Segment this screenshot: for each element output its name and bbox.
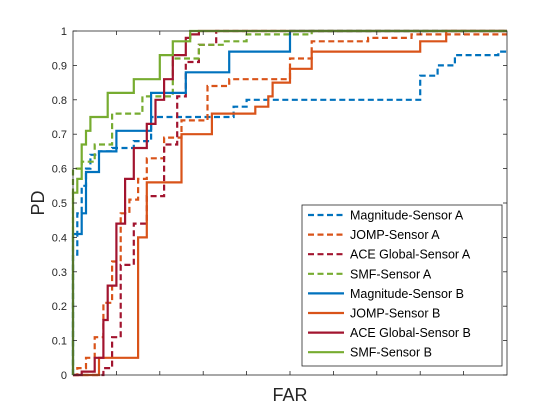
series-line-magnitude-sensor-b — [71, 29, 507, 375]
x-axis-title: FAR — [272, 385, 307, 405]
y-tick-label: 0.7 — [52, 129, 67, 141]
legend-box — [301, 204, 503, 367]
legend-label-magnitude-sensor-b: Magnitude-Sensor B — [350, 287, 464, 301]
series-line-magnitude-sensor-a — [71, 50, 507, 375]
series-line-ace-global-sensor-b — [73, 29, 507, 377]
series-line-jomp-sensor-a — [73, 33, 507, 377]
legend-label-smf-sensor-a: SMF-Sensor A — [350, 267, 432, 281]
y-tick-label: 1 — [61, 26, 67, 38]
y-tick-label: 0.1 — [52, 336, 67, 348]
y-tick-label: 0.5 — [52, 198, 67, 210]
legend: Magnitude-Sensor A JOMP-Sensor A ACE Globa… — [301, 204, 503, 367]
legend-items: Magnitude-Sensor A JOMP-Sensor A ACE Globa… — [308, 209, 471, 360]
series-line-smf-sensor-b — [71, 29, 507, 375]
y-tick-label: 0.9 — [52, 60, 67, 72]
legend-label-jomp-sensor-b: JOMP-Sensor B — [350, 307, 440, 321]
series-layer — [71, 29, 507, 377]
y-tick-label: 0.8 — [52, 95, 67, 107]
y-tick-label: 0.4 — [52, 232, 67, 244]
y-axis-title: PD — [28, 190, 48, 215]
y-tick-label: 0.3 — [52, 267, 67, 279]
series-line-jomp-sensor-b — [73, 29, 507, 377]
legend-label-magnitude-sensor-a: Magnitude-Sensor A — [350, 209, 464, 223]
y-tick-label: 0.2 — [52, 301, 67, 313]
legend-label-smf-sensor-b: SMF-Sensor B — [350, 346, 432, 360]
legend-label-jomp-sensor-a: JOMP-Sensor A — [350, 228, 440, 242]
tick-layer: 0 0.1 0.2 0.3 0.4 0.5 0.6 0.7 0.8 0.9 1 — [52, 26, 507, 382]
legend-label-ace-global-sensor-b: ACE Global-Sensor B — [350, 326, 471, 340]
y-tick-label: 0.6 — [52, 164, 67, 176]
y-tick-label: 0 — [61, 370, 67, 382]
legend-label-ace-global-sensor-a: ACE Global-Sensor A — [350, 248, 471, 262]
